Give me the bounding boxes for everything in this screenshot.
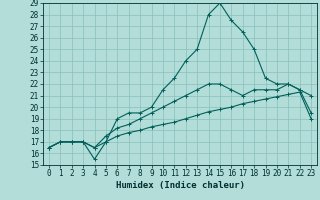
X-axis label: Humidex (Indice chaleur): Humidex (Indice chaleur): [116, 181, 244, 190]
